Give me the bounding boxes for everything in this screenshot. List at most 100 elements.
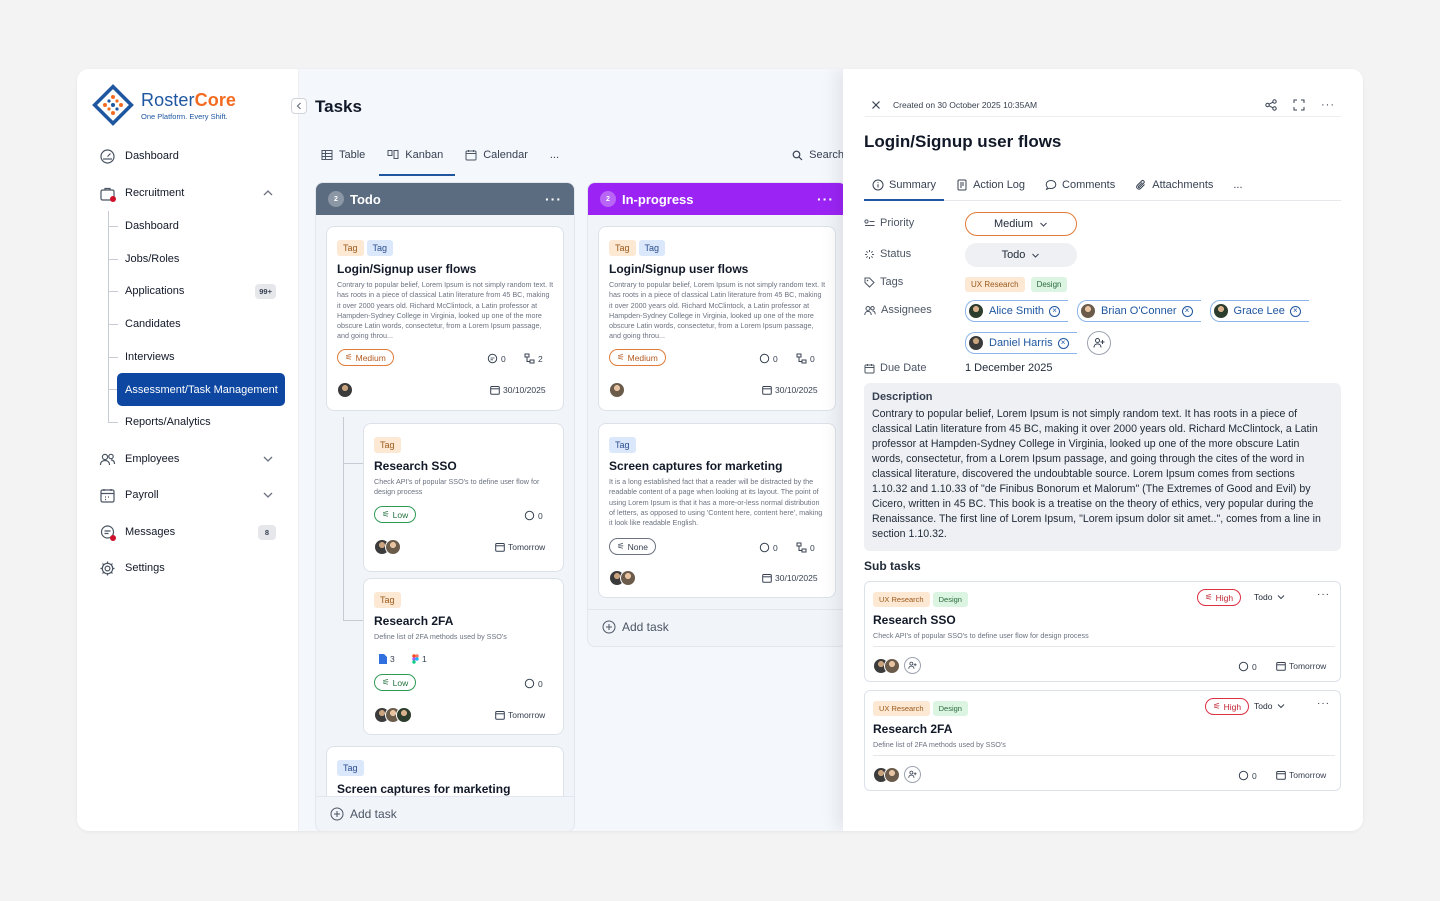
add-task-button[interactable]: Add task [602, 620, 669, 634]
tab-table[interactable]: Table [321, 145, 377, 165]
calendar-icon [495, 711, 505, 720]
detail-title: Login/Signup user flows [864, 132, 1062, 151]
tab-kanban[interactable]: Kanban [379, 145, 456, 176]
share-icon[interactable] [1265, 98, 1277, 111]
priority-select[interactable]: Medium [965, 212, 1077, 236]
task-card[interactable]: Tag Screen captures for marketing It is … [598, 423, 836, 598]
assignees-row-1: Alice Smith × Brian O'Conner × Grace Lee × [965, 300, 1309, 322]
assignee-avatars [337, 382, 353, 398]
status-select[interactable]: Todo [965, 243, 1077, 267]
task-card[interactable]: Tag Tag Login/Signup user flows Contrary … [326, 226, 564, 411]
description-heading: Description [872, 391, 933, 403]
tree-branch [108, 291, 118, 292]
tab-more[interactable]: ... [1233, 179, 1243, 191]
add-task-button[interactable]: Add task [330, 807, 397, 821]
column-count: 2 [328, 191, 344, 207]
task-card[interactable]: Tag Tag Login/Signup user flows Contrary … [598, 226, 836, 411]
avatar [385, 539, 401, 555]
nav-employees-label: Employees [125, 453, 180, 465]
nav-sub-dashboard[interactable]: Dashboard [125, 220, 179, 232]
tab-calendar[interactable]: Calendar [465, 145, 540, 165]
subtask-icon [524, 353, 535, 364]
nav-sub-applications[interactable]: Applications [125, 285, 185, 297]
add-assignee-button[interactable] [1086, 331, 1111, 355]
tab-comments[interactable]: Comments [1037, 171, 1123, 199]
collapse-sidebar-button[interactable] [291, 98, 307, 114]
remove-assignee-icon[interactable]: × [1057, 337, 1069, 349]
column-more-button[interactable]: ··· [817, 191, 834, 207]
card-title: Research SSO [374, 459, 457, 473]
priority-pill[interactable]: ⚟ Medium [337, 349, 394, 366]
tab-action-log[interactable]: Action Log [948, 171, 1033, 199]
priority-value: Medium [993, 218, 1034, 230]
assignee-chip[interactable]: Grace Lee × [1209, 300, 1309, 322]
status-field-label: Status [880, 248, 912, 260]
subtask-card[interactable]: Tag Research SSO Check API's of popular … [363, 423, 564, 572]
assignee-chip[interactable]: Brian O'Conner × [1077, 300, 1201, 322]
priority-label: None [627, 541, 648, 552]
more-icon[interactable]: ··· [1317, 698, 1330, 709]
nav-sub-candidates[interactable]: Candidates [125, 318, 181, 330]
priority-pill[interactable]: ⚟ None [609, 538, 656, 555]
logo[interactable]: RosterCore One Platform. Every Shift. [91, 83, 236, 127]
chevron-down-icon[interactable] [262, 453, 274, 465]
subtask-item[interactable]: UX Research Design ⚟ High Todo ··· Researc… [864, 581, 1341, 682]
subtask-status-select[interactable]: Todo [1254, 592, 1285, 602]
subtask-assignees [873, 657, 921, 674]
subtask-item[interactable]: UX Research Design ⚟ High Todo ··· Researc… [864, 690, 1341, 791]
expand-icon[interactable] [1293, 99, 1305, 111]
tab-summary[interactable]: Summary [864, 171, 945, 201]
add-user-icon[interactable] [904, 657, 921, 674]
column-more-button[interactable]: ··· [545, 191, 562, 207]
subtasks-count: 0 [796, 542, 815, 553]
comments-count: 0 [759, 353, 778, 364]
priority-label-row: Priority [864, 217, 914, 229]
nav-sub-jobs-roles[interactable]: Jobs/Roles [125, 253, 180, 265]
subtask-title: Research SSO [873, 613, 956, 627]
chevron-up-icon[interactable] [262, 187, 274, 199]
sidebar: RosterCore One Platform. Every Shift. Da… [77, 69, 299, 831]
nav-employees[interactable]: Employees [99, 449, 179, 469]
close-icon[interactable] [871, 100, 881, 110]
nav-sub-assessment-active[interactable]: Assessment/Task Management [117, 373, 285, 406]
comments-count: 0 [524, 510, 543, 521]
nav-messages[interactable]: Messages [99, 522, 175, 542]
search-button[interactable]: Search [792, 149, 844, 161]
avatar [609, 382, 625, 398]
nav-sub-reports[interactable]: Reports/Analytics [125, 416, 211, 428]
applications-badge: 99+ [255, 284, 276, 299]
messages-badge: 8 [258, 525, 276, 540]
tree-branch [108, 422, 118, 423]
priority-pill[interactable]: ⚟ High [1205, 698, 1250, 715]
subtask-status-select[interactable]: Todo [1254, 701, 1285, 711]
priority-label: High [1215, 592, 1234, 603]
due-date: Tomorrow [1276, 770, 1326, 780]
priority-pill[interactable]: ⚟ Medium [609, 349, 666, 366]
assignee-chip[interactable]: Alice Smith × [965, 300, 1069, 322]
subtask-card[interactable]: Tag Research 2FA Define list of 2FA meth… [363, 578, 564, 735]
nav-payroll[interactable]: Payroll [99, 485, 159, 505]
remove-assignee-icon[interactable]: × [1049, 305, 1061, 317]
description-text[interactable]: Contrary to popular belief, Lorem Ipsum … [872, 408, 1321, 540]
priority-pill[interactable]: ⚟ Low [374, 506, 417, 523]
tab-attachments[interactable]: Attachments [1127, 171, 1221, 199]
priority-pill[interactable]: ⚟ Low [374, 674, 417, 691]
nav-dashboard[interactable]: Dashboard [99, 146, 179, 166]
nav-settings[interactable]: Settings [99, 558, 165, 578]
nav-recruitment[interactable]: Recruitment [99, 183, 184, 203]
add-user-icon[interactable] [904, 766, 921, 783]
more-icon[interactable]: ··· [1317, 589, 1330, 600]
nav-sub-interviews[interactable]: Interviews [125, 351, 175, 363]
more-icon[interactable]: ··· [1321, 98, 1335, 111]
add-task-bar [316, 796, 574, 831]
priority-icon: ⚟ [382, 509, 390, 519]
tab-more[interactable]: ... [549, 149, 560, 161]
priority-pill[interactable]: ⚟ High [1197, 589, 1242, 606]
remove-assignee-icon[interactable]: × [1289, 305, 1301, 317]
tag-chip[interactable]: UX Research [965, 277, 1025, 292]
assignee-chip[interactable]: Daniel Harris × [965, 332, 1077, 354]
chevron-down-icon[interactable] [262, 489, 274, 501]
tag-chip[interactable]: Design [1030, 277, 1068, 292]
remove-assignee-icon[interactable]: × [1181, 305, 1193, 317]
due-date-value[interactable]: 1 December 2025 [965, 362, 1053, 374]
